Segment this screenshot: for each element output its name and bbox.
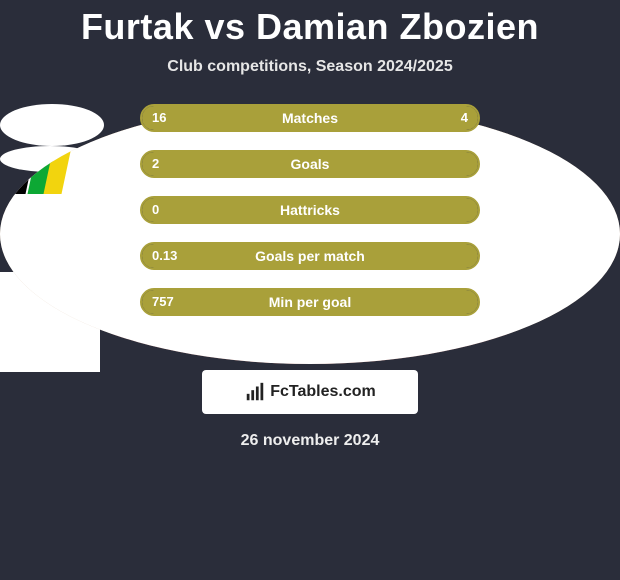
subtitle: Club competitions, Season 2024/2025: [0, 58, 620, 76]
stat-row-goals-per-match: 0.13 Goals per match: [140, 242, 480, 270]
stat-label: Hattricks: [142, 198, 478, 222]
stat-row-min-per-goal: 757 Min per goal: [140, 288, 480, 316]
stat-row-matches: 16 Matches 4: [140, 104, 480, 132]
chart-icon: [244, 381, 266, 403]
stat-label: Min per goal: [142, 290, 478, 314]
comparison-area: 16 Matches 4 2 Goals 0 Hattricks 0.13 Go…: [0, 104, 620, 364]
page-title: Furtak vs Damian Zbozien: [0, 0, 620, 48]
stat-row-hattricks: 0 Hattricks: [140, 196, 480, 224]
stat-label: Matches: [142, 106, 478, 130]
stat-value-right: 4: [461, 106, 468, 130]
stat-bars: 16 Matches 4 2 Goals 0 Hattricks 0.13 Go…: [140, 104, 480, 334]
stat-label: Goals per match: [142, 244, 478, 268]
stat-label: Goals: [142, 152, 478, 176]
branding-text: FcTables.com: [270, 383, 376, 401]
date-text: 26 november 2024: [0, 432, 620, 450]
stat-row-goals: 2 Goals: [140, 150, 480, 178]
branding-badge: FcTables.com: [202, 370, 418, 414]
